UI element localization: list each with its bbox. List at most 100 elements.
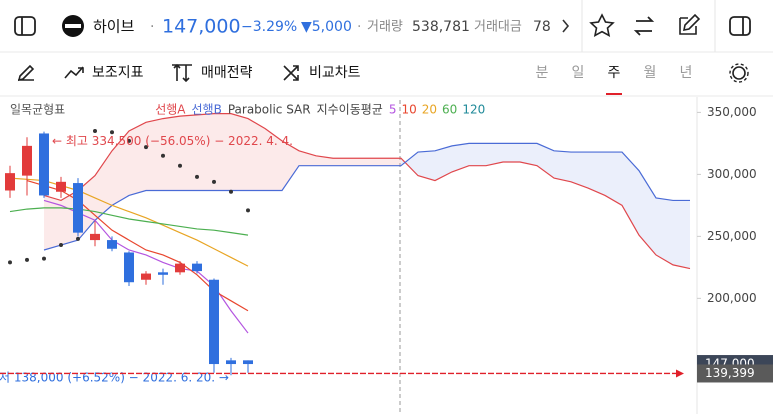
reference-arrow	[676, 369, 684, 378]
annotation: 최저 138,000 (+6.52%) − 2022. 6. 20. →	[0, 371, 229, 385]
sar-dot	[76, 236, 80, 241]
cloud	[401, 152, 418, 176]
cloud	[622, 152, 639, 236]
sar-dot	[246, 208, 250, 213]
sar-dot	[161, 153, 165, 158]
sar-dot	[195, 174, 199, 179]
legend-entry: 5	[389, 103, 397, 117]
svg-text:·: ·	[150, 19, 154, 35]
legend-entry: 60	[442, 103, 457, 117]
candle-body	[192, 263, 202, 272]
stock-name: 하이브	[93, 18, 135, 36]
cloud	[44, 195, 61, 250]
cloud	[367, 158, 384, 166]
sidebar-icon[interactable]	[14, 16, 36, 36]
candle-body	[56, 181, 66, 192]
span-line	[43, 113, 691, 270]
candle-body	[209, 279, 219, 365]
candle-body	[124, 252, 134, 283]
legend-entry: 120	[462, 103, 485, 117]
price: 147,000	[162, 16, 241, 38]
sar-dot	[42, 256, 46, 261]
cloud	[350, 158, 367, 166]
legend-entry: Parabolic SAR	[228, 103, 311, 117]
annotation: ← 최고 334,500 (−56.05%) − 2022. 4. 4.	[52, 134, 293, 148]
cloud	[469, 143, 486, 166]
cloud	[333, 158, 350, 166]
period-button[interactable]: 일	[572, 65, 585, 81]
volume-label: 거래량	[367, 20, 403, 35]
reference-tag	[697, 364, 773, 383]
y-tick-label: 300,000	[707, 167, 757, 181]
y-tick-label: 350,000	[707, 105, 757, 119]
svg-text:·: ·	[357, 19, 361, 35]
y-tick-label: 250,000	[707, 229, 757, 243]
candle-body	[158, 272, 168, 275]
period-button[interactable]: 년	[680, 65, 693, 81]
header: 하이브 · 147,000 −3.29% ▼5,000 · 거래량 538,78…	[0, 0, 773, 53]
legend-entry: 20	[422, 103, 437, 117]
candle-body	[39, 133, 49, 196]
legend: 일목균형표 선행A 선행B Parabolic SAR 지수이동평균 5 10 20 60 120	[10, 102, 485, 117]
cloud	[180, 114, 197, 191]
cloud	[316, 155, 333, 166]
cloud	[282, 140, 299, 191]
plot: ← 최고 334,500 (−56.05%) − 2022. 4. 4. 최저 1…	[0, 113, 691, 385]
candle-body	[141, 273, 151, 280]
cloud	[673, 200, 690, 269]
cloud	[503, 143, 520, 162]
volume: 538,781	[412, 19, 470, 35]
span-line	[43, 142, 690, 251]
cloud	[197, 113, 214, 191]
legend-entry: 10	[401, 103, 416, 117]
ma-line	[9, 207, 249, 236]
period-button[interactable]: 주	[608, 65, 621, 81]
cloud	[112, 130, 129, 206]
cloud	[571, 152, 588, 189]
favorite-icon[interactable]	[589, 13, 615, 38]
cloud	[520, 143, 537, 166]
cloud	[435, 145, 452, 181]
panel-icon[interactable]	[729, 16, 751, 36]
reference-label: 139,399	[705, 366, 755, 380]
edit-icon[interactable]	[679, 13, 701, 35]
cloud	[265, 128, 282, 191]
amount-label: 거래대금	[474, 20, 522, 35]
candle-body	[5, 173, 15, 191]
legend-title: 일목균형표	[10, 103, 65, 117]
sar-dot	[229, 189, 233, 194]
cloud	[248, 118, 265, 191]
cloud	[146, 118, 163, 191]
draw-icon[interactable]	[17, 64, 35, 82]
cloud	[537, 143, 554, 179]
sar-dot	[110, 130, 114, 135]
cloud	[418, 150, 435, 181]
indicators-button[interactable]: 보조지표	[92, 65, 144, 81]
legend-title: 지수이동평균	[317, 103, 383, 117]
cloud	[605, 152, 622, 206]
cloud	[163, 116, 180, 191]
sar-dot	[144, 145, 148, 150]
settings-icon[interactable]	[732, 66, 746, 80]
cloud	[452, 143, 469, 172]
strategy-button[interactable]: 매매전략	[201, 65, 253, 81]
cloud	[231, 113, 248, 191]
cloud	[486, 143, 503, 166]
cloud	[129, 122, 146, 196]
period-button[interactable]: 월	[644, 65, 657, 81]
legend-entry: 선행A	[155, 102, 186, 117]
more-arrow[interactable]	[562, 19, 570, 33]
sar-dot	[178, 163, 182, 168]
compare-button[interactable]: 비교차트	[309, 65, 361, 81]
change: ▼5,000	[301, 19, 352, 35]
candle-body	[90, 233, 100, 241]
swap-icon[interactable]	[633, 16, 655, 36]
candle-body	[73, 183, 83, 233]
period-button[interactable]: 분	[536, 65, 549, 81]
candle-body	[107, 240, 117, 249]
cloud	[214, 113, 231, 191]
sar-dot	[212, 179, 216, 184]
toolbar: 보조지표 매매전략 비교차트 분 일 주 월 년	[0, 63, 773, 97]
